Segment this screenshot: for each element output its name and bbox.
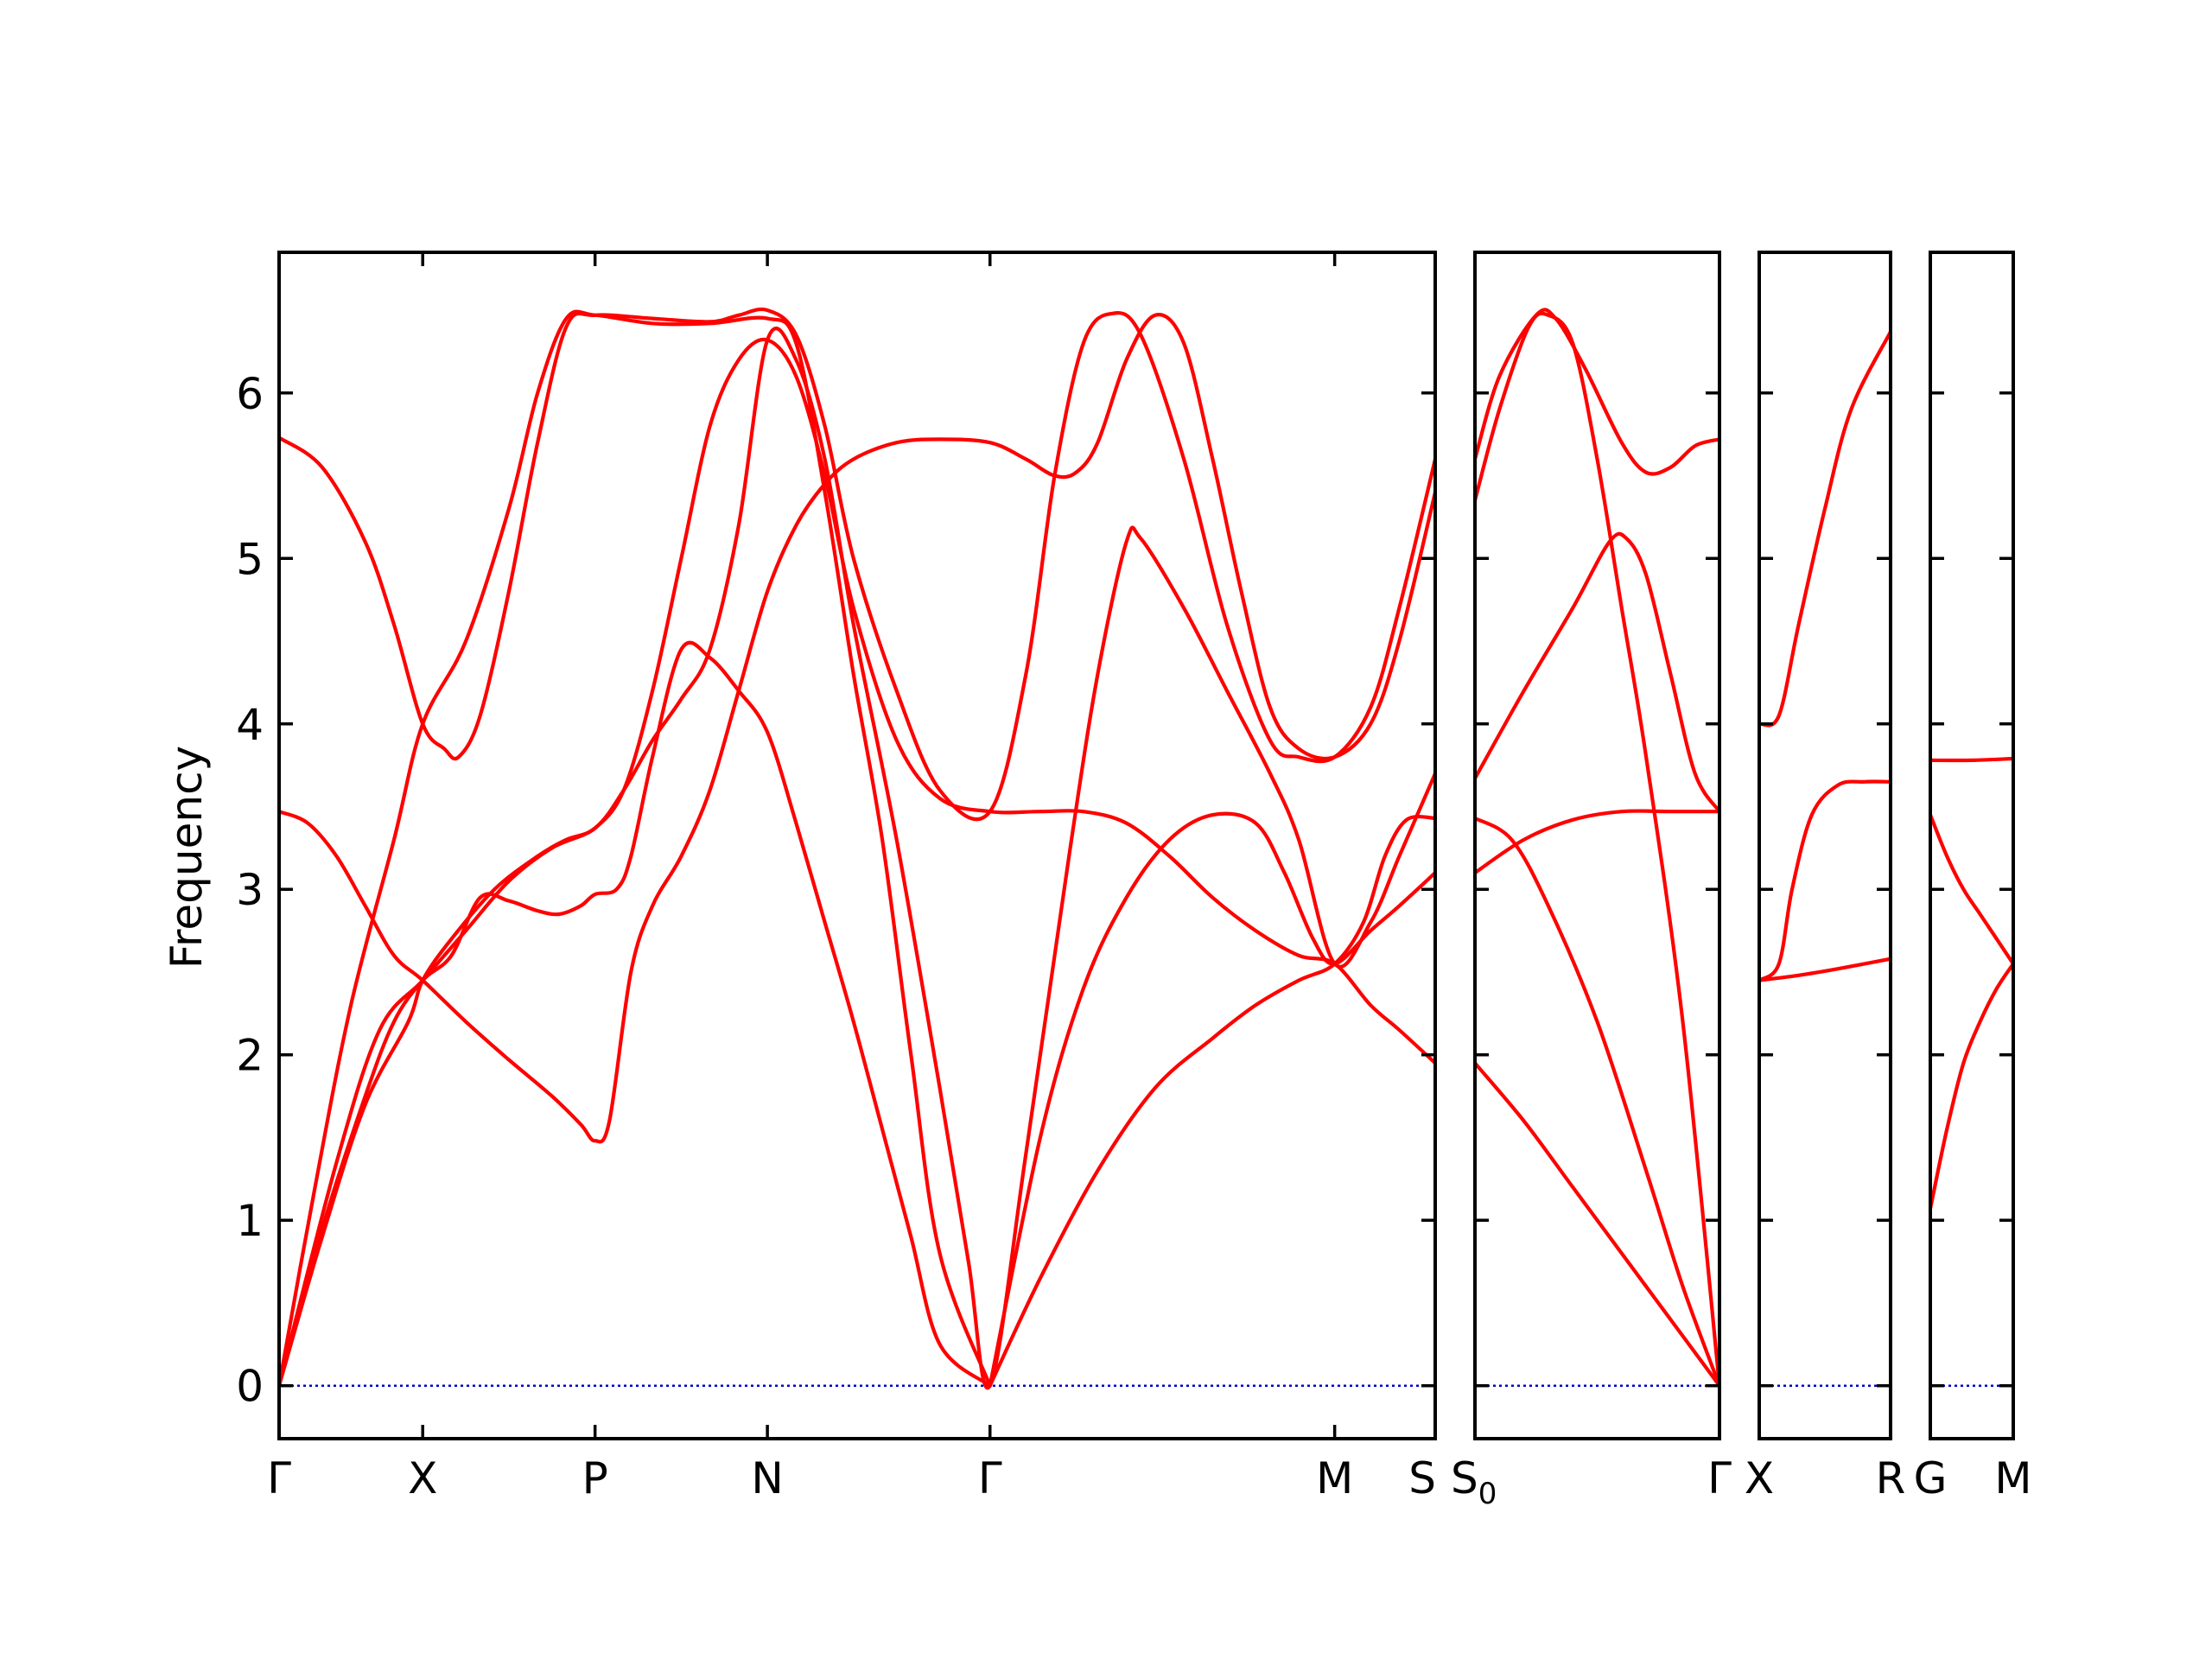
- x-tick-label: M: [1994, 1453, 2031, 1503]
- band-2: [279, 640, 992, 1388]
- band-group: [279, 307, 1435, 1390]
- band-group: [1475, 308, 1719, 1388]
- panel-1: 0 1 2 3 4 5 6: [236, 251, 1437, 1440]
- band-1: [279, 307, 1435, 822]
- x-tick-label-text: S: [1408, 1453, 1436, 1503]
- x-tick-label-subscript: 0: [1478, 1477, 1497, 1511]
- x-tick-label-text: Γ: [1707, 1453, 1732, 1503]
- band-2: [1759, 779, 1891, 982]
- x-tick-label-text: N: [751, 1453, 783, 1503]
- x-tick-label-text: M: [1994, 1453, 2031, 1503]
- x-tick-label-text: G: [1914, 1453, 1948, 1503]
- band-1: [1475, 308, 1719, 476]
- x-tick-label-text: S: [1451, 1453, 1478, 1503]
- x-tick-labels: Γ X P N Γ M S S0 Γ X R G M: [267, 1453, 2032, 1511]
- band-5: [279, 337, 1435, 1388]
- band-3: [1930, 962, 2013, 1211]
- x-tick-label: S: [1408, 1453, 1436, 1503]
- x-tick-label: Γ: [978, 1453, 1002, 1503]
- panel-frame: [1929, 251, 2015, 1440]
- band-1: [1930, 756, 2013, 763]
- y-axis-label: Frequency: [162, 746, 212, 969]
- x-tick-label: X: [408, 1453, 437, 1503]
- x-tick-label-text: M: [1316, 1453, 1353, 1503]
- x-tick-label: N: [751, 1453, 783, 1503]
- band-3: [1475, 531, 1719, 814]
- band-2: [1930, 813, 2013, 966]
- x-tick-label: Γ: [1707, 1453, 1732, 1503]
- panel-3: [1758, 251, 1892, 1440]
- y-tick-label: 0: [236, 1362, 264, 1412]
- panel-4: [1929, 251, 2015, 1440]
- y-tick-label: 4: [236, 700, 264, 750]
- band-6: [279, 326, 1435, 1390]
- x-tick-label: P: [582, 1453, 608, 1503]
- x-tick-label: M: [1316, 1453, 1353, 1503]
- band-8: [988, 811, 1435, 1388]
- band-1: [1759, 329, 1891, 728]
- y-tick-label: 3: [236, 865, 264, 915]
- y-tick-label: 2: [236, 1031, 264, 1081]
- panel-frame: [277, 251, 1437, 1440]
- x-tick-label-text: Γ: [267, 1453, 291, 1503]
- x-tick-label: Γ: [267, 1453, 291, 1503]
- band-2: [1475, 311, 1719, 1388]
- x-tick-label: X: [1745, 1453, 1774, 1503]
- x-tick-label-text: R: [1876, 1453, 1906, 1503]
- y-tick-label: 6: [236, 369, 264, 419]
- x-tick-label-text: P: [582, 1453, 608, 1503]
- x-tick-label-text: X: [408, 1453, 437, 1503]
- y-tick-label: 1: [236, 1196, 264, 1246]
- band-7: [988, 814, 1435, 1388]
- y-tick-label: 5: [236, 534, 264, 584]
- panel-frame: [1758, 251, 1892, 1440]
- band-3: [279, 309, 992, 1388]
- band-4: [279, 313, 1435, 1144]
- x-tick-label-text: Γ: [978, 1453, 1002, 1503]
- x-tick-label-text: X: [1745, 1453, 1774, 1503]
- panel-2: [1473, 251, 1721, 1440]
- band-3: [1759, 957, 1891, 982]
- x-tick-label: R: [1876, 1453, 1906, 1503]
- x-tick-label: S0: [1451, 1453, 1497, 1511]
- x-tick-label: G: [1914, 1453, 1948, 1503]
- band-6: [1475, 1061, 1719, 1388]
- band-5: [1475, 816, 1719, 1388]
- band-group: [1930, 756, 2013, 1211]
- panel-frame: [1473, 251, 1721, 1440]
- band-group: [1759, 329, 1891, 982]
